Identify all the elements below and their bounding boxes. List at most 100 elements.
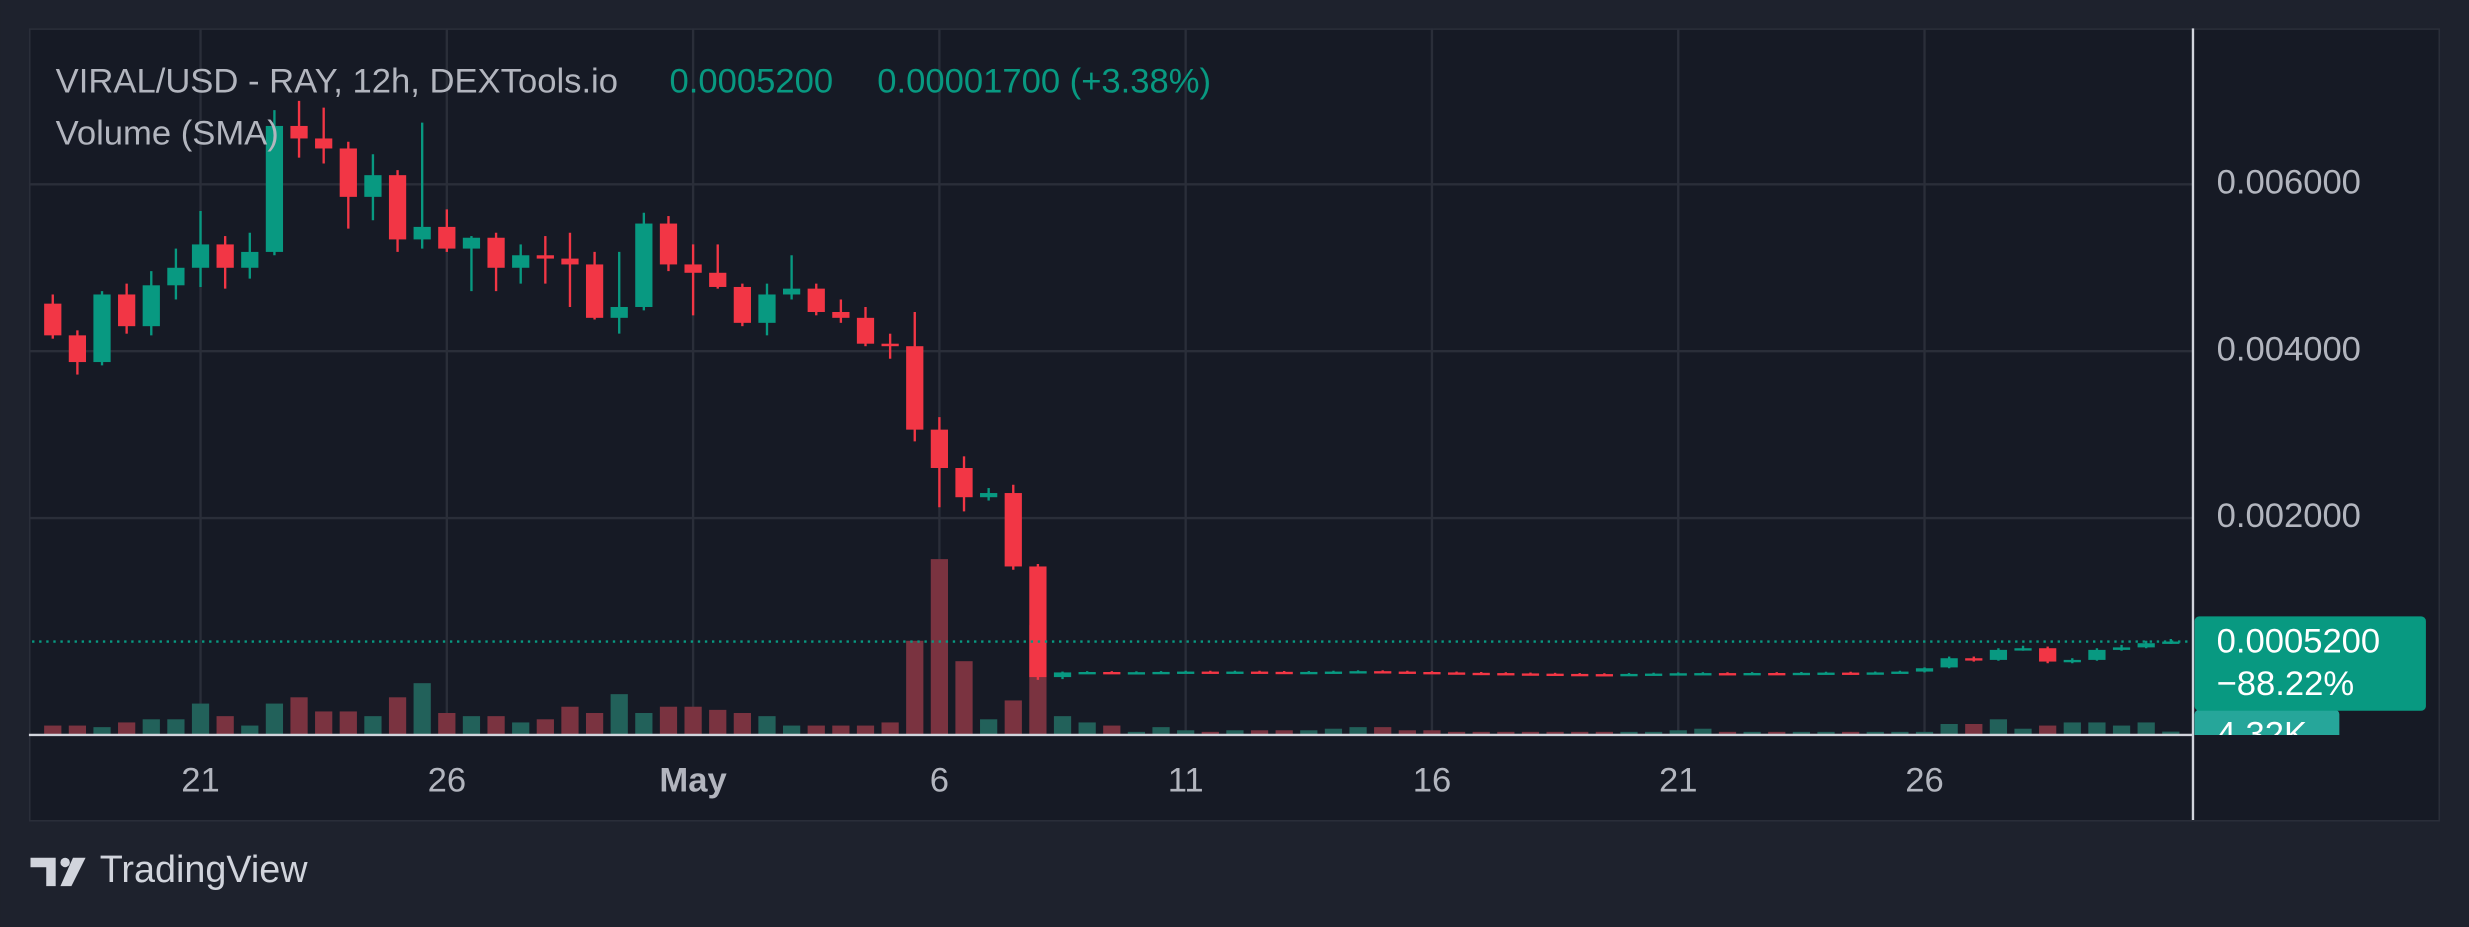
volume-bar [536, 719, 554, 735]
candle-body [191, 244, 210, 268]
volume-bar [1374, 727, 1392, 735]
volume-bar [906, 640, 924, 735]
candle-body [1669, 673, 1687, 676]
candle-body [118, 294, 136, 327]
volume-bar [44, 725, 62, 735]
candle-body [1029, 566, 1047, 678]
volume-bar [1447, 731, 1466, 735]
price-badge-change: −88.22% [2217, 665, 2355, 703]
candle-body [782, 288, 801, 295]
candle-body [413, 226, 431, 240]
volume-bar [2112, 725, 2131, 735]
candle-body [906, 346, 924, 430]
x-tick-label: 16 [1413, 761, 1452, 799]
volume-bar [2137, 722, 2155, 735]
candle-body [93, 294, 111, 363]
candle-body [1053, 672, 1072, 678]
volume-bar [167, 719, 185, 735]
volume-bar [733, 713, 751, 735]
x-tick-label: 26 [428, 761, 467, 799]
x-tick-label: May [659, 761, 727, 799]
volume-bar [1792, 731, 1811, 735]
candle-body [1497, 673, 1515, 676]
candle-body [659, 223, 678, 265]
candle-body [980, 493, 998, 498]
candle-body [462, 237, 481, 249]
volume-bar [1743, 731, 1761, 735]
volume-bar [659, 706, 678, 735]
candle-body [1423, 671, 1441, 675]
candle-body [610, 306, 628, 318]
volume-bar [364, 716, 382, 735]
grid [28, 28, 2193, 735]
candle-body [2063, 659, 2081, 663]
candle-body [1374, 671, 1392, 674]
candle-body [2039, 648, 2057, 662]
candle-body [1694, 673, 1712, 676]
y-tick-label: 0.004000 [2217, 330, 2361, 368]
candle-body [1571, 673, 1589, 677]
candle-body [561, 258, 579, 265]
y-tick-label: 0.002000 [2217, 497, 2361, 535]
volume-bar [1842, 731, 1860, 735]
volume-bar [1423, 730, 1441, 735]
volume-bar [1053, 716, 1072, 735]
volume-bar [1694, 728, 1712, 735]
volume-bar [2039, 725, 2057, 735]
candle-body [1546, 673, 1564, 677]
candle-body [2088, 649, 2106, 660]
brand-logo [30, 857, 86, 887]
x-tick-label: 21 [181, 761, 220, 799]
volume-bar [388, 697, 407, 735]
candle-body [1620, 673, 1638, 677]
x-tick-label: 11 [1168, 761, 1204, 799]
volume-bar [413, 683, 431, 735]
candle-body [68, 335, 87, 363]
volume-bar [980, 719, 998, 735]
price-badge [2194, 616, 2426, 711]
candle-body [733, 286, 751, 323]
candle-body [1472, 672, 1490, 676]
candle-body [1324, 671, 1343, 674]
volume-bar [930, 559, 949, 735]
volume-bar [2088, 722, 2106, 735]
price-badge-label: 0.0005200 [2217, 622, 2381, 660]
volume-bar [709, 709, 727, 735]
candle-body [1521, 673, 1540, 676]
volume-bar [1817, 731, 1835, 735]
candle-body [585, 264, 604, 318]
volume-bar [1940, 723, 1958, 735]
candle-body [315, 138, 333, 149]
candle-body [1152, 671, 1170, 675]
volume-bar [881, 722, 899, 735]
candle-body [1201, 671, 1219, 674]
candle-body [487, 237, 505, 268]
volume-bar [1497, 731, 1515, 735]
volume-bar [758, 716, 776, 735]
volume-bar [635, 713, 653, 735]
candle-body [930, 429, 949, 469]
volume-bar [1595, 731, 1613, 735]
volume-bar [782, 725, 801, 735]
candle-body [1817, 672, 1835, 675]
volume-badge-label: 4.32K [2217, 715, 2307, 753]
volume-bar [142, 719, 160, 735]
panel [28, 28, 2441, 822]
volume-bar [1915, 731, 1934, 735]
volume-bar [2162, 731, 2180, 735]
header-change: 0.00001700 (+3.38%) [877, 63, 1211, 101]
candle-body [388, 175, 407, 240]
chart-title: VIRAL/USD - RAY, 12h, DEXTools.io [56, 63, 618, 101]
volume-bar [315, 711, 333, 735]
candle-body [1275, 671, 1293, 675]
candle-body [1866, 672, 1884, 675]
candle-body [955, 468, 973, 498]
volume-bar [561, 706, 579, 735]
candle-body [364, 175, 382, 197]
candle-body [1398, 671, 1416, 674]
x-tick-label: 21 [1659, 761, 1698, 799]
volume-title: Volume (SMA) [56, 114, 279, 152]
volume-bar [216, 716, 234, 735]
volume-bar [2063, 722, 2081, 735]
